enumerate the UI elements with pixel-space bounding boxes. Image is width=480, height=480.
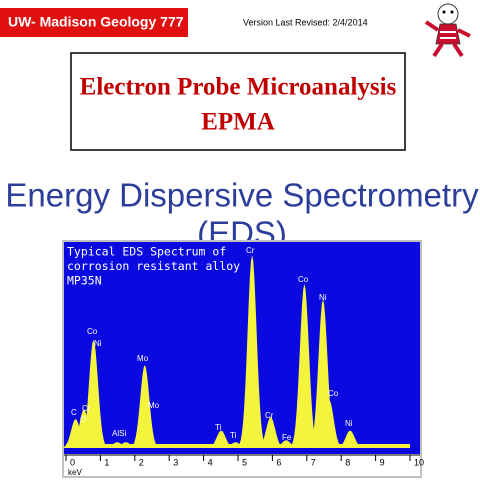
peak: [203, 430, 240, 448]
heading-line: Energy Dispersive Spectrometry: [5, 177, 479, 214]
peak: [126, 365, 163, 448]
peak-label: AlSi: [112, 429, 126, 438]
x-tick-label: 2: [139, 457, 144, 467]
peak-label: Ni: [94, 339, 102, 348]
peak: [57, 419, 94, 448]
course: UW- Madison Geology 777: [8, 14, 184, 30]
peak-label: Co: [298, 275, 309, 284]
title-box: [70, 52, 406, 151]
x-tick-label: 7: [311, 457, 316, 467]
peak: [332, 430, 369, 448]
peak: [268, 440, 305, 448]
plot-area: [64, 242, 420, 454]
peak-label: Mo: [148, 401, 160, 410]
peak: [107, 442, 144, 448]
x-axis-label: keV: [68, 468, 82, 477]
x-tick-label: 6: [276, 457, 281, 467]
x-tick-label: 5: [242, 457, 247, 467]
peak: [99, 442, 136, 448]
peak-label: Cr: [265, 411, 274, 420]
peak-label: Fe: [282, 433, 292, 442]
x-tick-label: 1: [104, 457, 109, 467]
peak-label: Ti: [230, 431, 237, 440]
peak-label: Mo: [137, 354, 149, 363]
peak-label: Co: [87, 327, 98, 336]
peak: [286, 283, 323, 448]
spectrum-title: Typical EDS Spectrum of: [67, 245, 226, 259]
peak-label: Cr: [246, 246, 255, 255]
peak-label: Cr: [82, 404, 91, 413]
spectrum-title: MP35N: [67, 274, 102, 288]
spectrum-title: corrosion resistant alloy: [67, 259, 240, 273]
course-badge: [0, 8, 188, 37]
peak: [304, 299, 341, 448]
version: Version Last Revised: 2/4/2014: [243, 17, 368, 27]
x-tick-label: 0: [70, 457, 75, 467]
peak: [217, 442, 254, 448]
peak-label: C: [71, 408, 77, 417]
peak-label: Co: [328, 389, 339, 398]
title-line: Electron Probe Microanalysis: [80, 74, 397, 101]
x-tick-label: 9: [380, 457, 385, 467]
peak: [252, 417, 289, 448]
peak-label: Ni: [345, 419, 353, 428]
x-tick-label: 4: [208, 457, 213, 467]
peak: [65, 409, 102, 448]
peak-label: O: [80, 415, 86, 424]
badger-logo: [424, 3, 471, 58]
x-tick-label: 3: [173, 457, 178, 467]
peak: [311, 399, 348, 448]
x-tick-label: 10: [414, 457, 424, 467]
peak: [234, 255, 271, 448]
x-axis-band: [64, 454, 420, 476]
peak: [75, 339, 112, 448]
peak-label: Ni: [319, 293, 327, 302]
x-tick-label: 8: [345, 457, 350, 467]
title-line: EPMA: [201, 109, 275, 136]
peak-label: Ti: [215, 423, 222, 432]
